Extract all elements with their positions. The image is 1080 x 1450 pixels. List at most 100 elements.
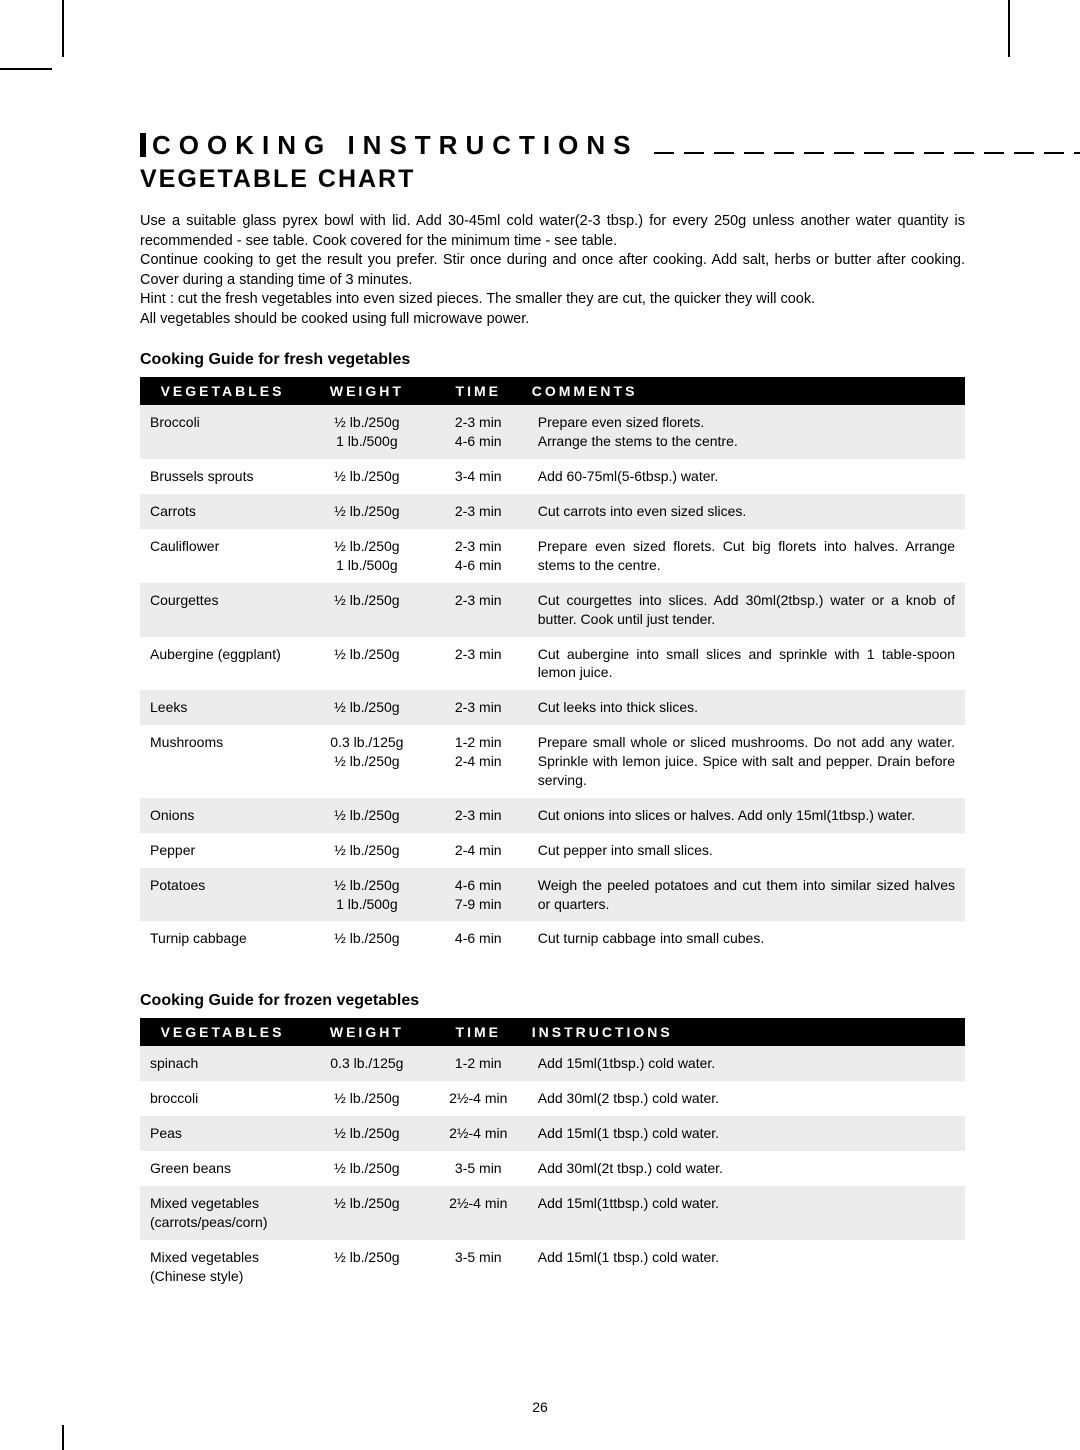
th-instructions: INSTRUCTIONS — [528, 1018, 965, 1046]
cell-vegetable: broccoli — [140, 1081, 305, 1116]
cell-time: 1-2 min — [429, 1046, 528, 1081]
cell-weight: ½ lb./250g — [305, 459, 429, 494]
table-row: Brussels sprouts½ lb./250g3-4 minAdd 60-… — [140, 459, 965, 494]
cell-time: 2-3 min — [429, 494, 528, 529]
table-row: Cauliflower½ lb./250g1 lb./500g2-3 min4-… — [140, 529, 965, 583]
cell-vegetable: Brussels sprouts — [140, 459, 305, 494]
cell-vegetable: Turnip cabbage — [140, 921, 305, 956]
cell-vegetable: Onions — [140, 798, 305, 833]
th-weight: WEIGHT — [305, 1018, 429, 1046]
fresh-table-heading: Cooking Guide for fresh vegetables — [140, 351, 965, 369]
cell-time: 2-3 min — [429, 583, 528, 637]
frozen-vegetables-table: VEGETABLES WEIGHT TIME INSTRUCTIONS spin… — [140, 1018, 965, 1293]
cell-weight: ½ lb./250g1 lb./500g — [305, 405, 429, 459]
cell-vegetable: Potatoes — [140, 868, 305, 922]
cell-instructions: Add 15ml(1tbsp.) cold water. — [528, 1046, 965, 1081]
table-row: broccoli½ lb./250g2½-4 minAdd 30ml(2 tbs… — [140, 1081, 965, 1116]
cell-time: 2½-4 min — [429, 1116, 528, 1151]
cell-comments: Cut leeks into thick slices. — [528, 690, 965, 725]
cell-time: 2½-4 min — [429, 1186, 528, 1240]
th-weight: WEIGHT — [305, 377, 429, 405]
cell-comments: Prepare small whole or sliced mushrooms.… — [528, 725, 965, 798]
cell-vegetable: Leeks — [140, 690, 305, 725]
cell-vegetable: Green beans — [140, 1151, 305, 1186]
cell-instructions: Add 30ml(2 tbsp.) cold water. — [528, 1081, 965, 1116]
cell-time: 4-6 min — [429, 921, 528, 956]
cell-time: 2-3 min4-6 min — [429, 405, 528, 459]
cell-comments: Weigh the peeled potatoes and cut them i… — [528, 868, 965, 922]
cell-time: 3-4 min — [429, 459, 528, 494]
cell-vegetable: Mushrooms — [140, 725, 305, 798]
cell-instructions: Add 15ml(1 tbsp.) cold water. — [528, 1116, 965, 1151]
cell-weight: ½ lb./250g1 lb./500g — [305, 868, 429, 922]
table-row: spinach0.3 lb./125g1-2 minAdd 15ml(1tbsp… — [140, 1046, 965, 1081]
table-row: Courgettes½ lb./250g2-3 minCut courgette… — [140, 583, 965, 637]
cell-weight: ½ lb./250g — [305, 1116, 429, 1151]
cell-time: 2-3 min — [429, 690, 528, 725]
cell-time: 4-6 min7-9 min — [429, 868, 528, 922]
cell-time: 3-5 min — [429, 1240, 528, 1294]
table-row: Pepper½ lb./250g2-4 minCut pepper into s… — [140, 833, 965, 868]
cell-weight: ½ lb./250g — [305, 690, 429, 725]
cell-time: 2½-4 min — [429, 1081, 528, 1116]
cell-vegetable: Peas — [140, 1116, 305, 1151]
heading-bar-icon — [140, 133, 146, 157]
th-time: TIME — [429, 1018, 528, 1046]
cell-vegetable: Broccoli — [140, 405, 305, 459]
cell-comments: Add 60-75ml(5-6tbsp.) water. — [528, 459, 965, 494]
cell-weight: ½ lb./250g — [305, 921, 429, 956]
cell-vegetable: Carrots — [140, 494, 305, 529]
cell-time: 2-4 min — [429, 833, 528, 868]
crop-mark — [62, 1425, 64, 1450]
intro-paragraph: Use a suitable glass pyrex bowl with lid… — [140, 212, 965, 329]
table-row: Green beans½ lb./250g3-5 minAdd 30ml(2t … — [140, 1151, 965, 1186]
cell-weight: 0.3 lb./125g½ lb./250g — [305, 725, 429, 798]
cell-instructions: Add 15ml(1ttbsp.) cold water. — [528, 1186, 965, 1240]
cell-vegetable: Pepper — [140, 833, 305, 868]
cell-comments: Prepare even sized florets.Arrange the s… — [528, 405, 965, 459]
cell-weight: ½ lb./250g — [305, 833, 429, 868]
cell-weight: ½ lb./250g — [305, 494, 429, 529]
cell-weight: ½ lb./250g — [305, 1186, 429, 1240]
cell-weight: ½ lb./250g — [305, 1240, 429, 1294]
cell-weight: ½ lb./250g1 lb./500g — [305, 529, 429, 583]
cell-time: 2-3 min4-6 min — [429, 529, 528, 583]
table-row: Carrots½ lb./250g2-3 minCut carrots into… — [140, 494, 965, 529]
cell-instructions: Add 30ml(2t tbsp.) cold water. — [528, 1151, 965, 1186]
cell-weight: 0.3 lb./125g — [305, 1046, 429, 1081]
cell-vegetable: Courgettes — [140, 583, 305, 637]
cell-weight: ½ lb./250g — [305, 1081, 429, 1116]
cell-time: 2-3 min — [429, 798, 528, 833]
crop-mark — [62, 0, 64, 57]
cell-comments: Cut turnip cabbage into small cubes. — [528, 921, 965, 956]
cell-comments: Cut courgettes into slices. Add 30ml(2tb… — [528, 583, 965, 637]
crop-mark — [0, 68, 52, 70]
table-row: Aubergine (eggplant)½ lb./250g2-3 minCut… — [140, 637, 965, 691]
cell-weight: ½ lb./250g — [305, 1151, 429, 1186]
cell-weight: ½ lb./250g — [305, 798, 429, 833]
cell-comments: Cut onions into slices or halves. Add on… — [528, 798, 965, 833]
table-row: Mixed vegetables (carrots/peas/corn)½ lb… — [140, 1186, 965, 1240]
page-subtitle: VEGETABLE CHART — [140, 165, 965, 194]
cell-vegetable: Cauliflower — [140, 529, 305, 583]
table-row: Mushrooms0.3 lb./125g½ lb./250g1-2 min2-… — [140, 725, 965, 798]
page-number: 26 — [532, 1399, 548, 1415]
table-row: Leeks½ lb./250g2-3 minCut leeks into thi… — [140, 690, 965, 725]
cell-weight: ½ lb./250g — [305, 583, 429, 637]
cell-time: 2-3 min — [429, 637, 528, 691]
table-row: Broccoli½ lb./250g1 lb./500g2-3 min4-6 m… — [140, 405, 965, 459]
cell-instructions: Add 15ml(1 tbsp.) cold water. — [528, 1240, 965, 1294]
cell-comments: Cut carrots into even sized slices. — [528, 494, 965, 529]
cell-time: 1-2 min2-4 min — [429, 725, 528, 798]
th-vegetables: VEGETABLES — [140, 1018, 305, 1046]
cell-comments: Cut aubergine into small slices and spri… — [528, 637, 965, 691]
table-row: Mixed vegetables (Chinese style)½ lb./25… — [140, 1240, 965, 1294]
cell-comments: Cut pepper into small slices. — [528, 833, 965, 868]
table-row: Onions½ lb./250g2-3 minCut onions into s… — [140, 798, 965, 833]
section-heading-text: COOKING INSTRUCTIONS — [152, 130, 638, 160]
cell-vegetable: Mixed vegetables (Chinese style) — [140, 1240, 305, 1294]
table-row: Peas½ lb./250g2½-4 minAdd 15ml(1 tbsp.) … — [140, 1116, 965, 1151]
fresh-vegetables-table: VEGETABLES WEIGHT TIME COMMENTS Broccoli… — [140, 377, 965, 956]
th-time: TIME — [429, 377, 528, 405]
dash-line-decoration — [654, 141, 1080, 159]
